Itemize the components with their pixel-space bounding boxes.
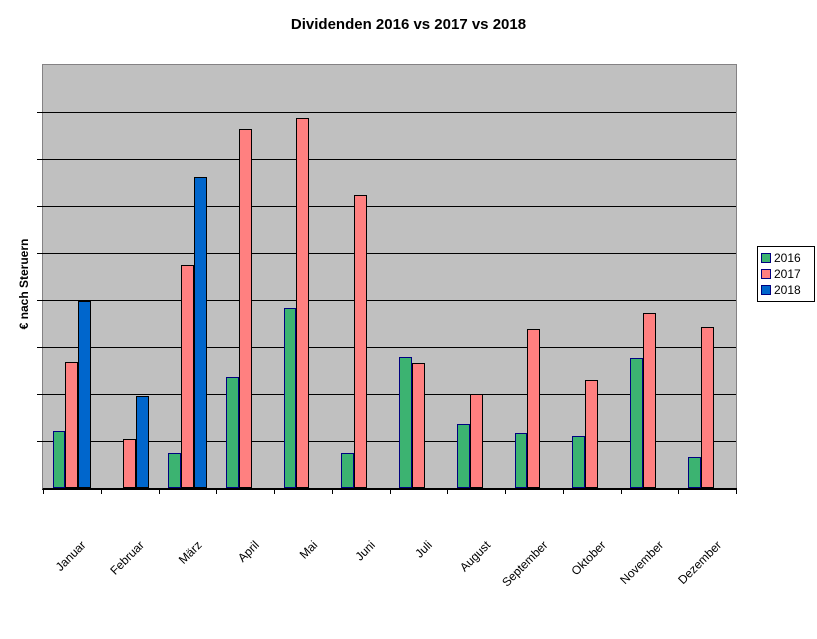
bar-2017-oktober — [585, 380, 599, 488]
y-axis-tick — [37, 300, 43, 301]
x-axis-label-mai: Mai — [296, 538, 320, 562]
legend: 2016 2017 2018 — [757, 246, 815, 302]
bar-2016-september — [514, 433, 528, 488]
bar-2017-dezember — [700, 327, 714, 488]
bar-2017-november — [642, 313, 656, 488]
y-axis-tick — [37, 441, 43, 442]
x-axis-tick — [216, 488, 218, 494]
bar-2017-juni — [354, 195, 368, 488]
bar-2017-mai — [296, 118, 310, 488]
y-axis-tick — [37, 159, 43, 160]
x-axis-label-september: September — [499, 538, 551, 590]
bar-2016-august — [456, 423, 470, 488]
x-axis-tick — [562, 488, 564, 494]
bar-2018-märz — [193, 176, 207, 488]
legend-item-2017: 2017 — [761, 267, 811, 281]
x-axis-tick — [274, 488, 275, 494]
gridline — [43, 300, 736, 301]
x-axis-label-april: April — [235, 538, 263, 565]
x-axis-label-august: August — [456, 538, 494, 575]
bar-2017-juli — [411, 363, 425, 488]
x-axis-label-juni: Juni — [352, 538, 378, 564]
bar-2017-august — [469, 393, 483, 488]
x-axis-tick — [678, 488, 680, 494]
bar-2017-januar — [65, 361, 79, 488]
x-axis-tick — [620, 488, 622, 494]
x-axis-tick — [447, 488, 449, 494]
x-axis-tick — [505, 488, 506, 494]
legend-label-2018: 2018 — [774, 283, 801, 297]
y-axis-tick — [37, 394, 43, 395]
y-axis-tick — [37, 253, 43, 254]
gridline — [43, 206, 736, 207]
bar-2017-märz — [180, 265, 194, 488]
bar-2016-november — [630, 358, 643, 488]
x-axis-label-oktober: Oktober — [568, 538, 609, 579]
legend-label-2016: 2016 — [774, 251, 801, 265]
y-axis-tick — [37, 112, 43, 113]
chart-title: Dividenden 2016 vs 2017 vs 2018 — [290, 16, 527, 33]
gridline — [43, 347, 736, 348]
x-axis-label-juli: Juli — [412, 538, 436, 561]
bar-2016-mai — [283, 308, 297, 488]
legend-swatch-2018 — [761, 285, 771, 295]
legend-swatch-2016 — [761, 253, 771, 263]
bar-2016-april — [225, 377, 239, 488]
legend-item-2016: 2016 — [761, 251, 811, 265]
bar-2018-januar — [78, 300, 92, 488]
bar-2016-dezember — [687, 456, 701, 488]
bar-2016-märz — [168, 453, 181, 488]
legend-swatch-2017 — [761, 269, 771, 279]
gridline — [43, 112, 736, 113]
x-axis-tick — [736, 488, 737, 494]
y-axis-title: € nach Steruern — [17, 238, 31, 330]
bar-2016-juni — [341, 453, 355, 488]
bar-2016-oktober — [572, 436, 586, 488]
x-axis-tick — [158, 488, 160, 494]
x-axis-label-märz: März — [175, 538, 205, 567]
gridline — [43, 441, 736, 442]
y-axis-tick — [37, 206, 43, 207]
x-axis-label-januar: Januar — [52, 538, 89, 574]
bar-2016-januar — [52, 430, 66, 488]
y-axis-tick — [37, 347, 43, 348]
gridline — [43, 394, 736, 395]
plot-area — [37, 64, 737, 494]
x-axis-tick — [389, 488, 391, 494]
x-axis-label-november: November — [617, 538, 667, 588]
bar-2017-september — [527, 329, 541, 488]
gridline — [43, 159, 736, 160]
x-axis-label-dezember: Dezember — [674, 538, 725, 588]
gridline — [43, 253, 736, 254]
x-axis-tick — [43, 488, 44, 494]
x-axis-tick — [331, 488, 333, 494]
x-axis-tick — [100, 488, 102, 494]
bar-2017-februar — [123, 438, 137, 488]
legend-label-2017: 2017 — [774, 267, 801, 281]
legend-item-2018: 2018 — [761, 283, 811, 297]
bar-2018-februar — [136, 396, 149, 488]
bar-2016-juli — [399, 357, 412, 488]
x-axis-label-februar: Februar — [106, 538, 147, 578]
bar-2017-april — [238, 129, 252, 488]
